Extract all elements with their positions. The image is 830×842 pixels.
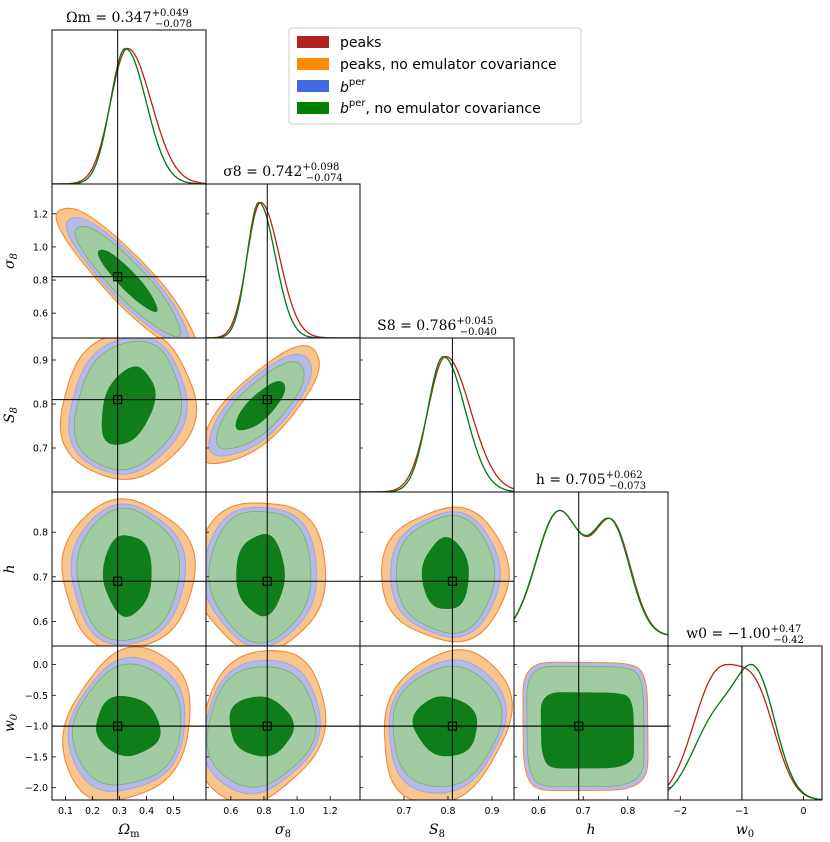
truth-marker-Om-s8 <box>113 272 123 282</box>
xtick-label-s8-1: 0.8 <box>256 806 271 817</box>
xtick-label-Om-4: 0.5 <box>166 806 181 817</box>
yaxis-label-w0: w0 <box>2 713 20 732</box>
diag-title-s8: σ8 = 0.742+0.098 −0.074 <box>223 162 343 184</box>
legend-swatch-bper-nocov <box>297 102 329 114</box>
ytick-label-S8-1: 0.8 <box>33 400 48 411</box>
truth-marker-S8-h <box>447 576 457 586</box>
ytick-label-w0-3: −0.5 <box>25 691 48 702</box>
contour-68-green-h-w0 <box>540 692 634 769</box>
diag-title-w0: w0 = −1.00+0.47 −0.42 <box>686 624 804 646</box>
contour-68-green-s8-S8 <box>235 381 286 431</box>
xtick-label-Om-2: 0.3 <box>112 806 127 817</box>
xaxis-label-w0: w0 <box>736 822 754 840</box>
diag-title-Om: Ωm = 0.347+0.049 −0.078 <box>66 8 192 30</box>
contours-Om-h <box>61 498 196 646</box>
contours-s8-h <box>206 502 327 646</box>
contours-Om-s8 <box>55 207 196 338</box>
ytick-label-h-1: 0.7 <box>33 572 48 583</box>
ytick-label-h-0: 0.6 <box>33 617 48 628</box>
marginal-w0-series-3 <box>667 663 823 801</box>
xtick-label-s8-3: 1.2 <box>323 806 338 817</box>
truth-marker-Om-S8 <box>113 395 123 405</box>
diag-bg-s8 <box>206 184 360 338</box>
contour-68-green-S8-h <box>421 537 469 609</box>
diag-bg-w0 <box>668 646 822 800</box>
xaxis-label-Om: Ωm <box>117 822 140 840</box>
xtick-label-S8-2: 0.9 <box>484 806 499 817</box>
truth-marker-s8-h <box>262 576 272 586</box>
legend: peaks peaks, no emulator covariance bper… <box>288 27 582 125</box>
xtick-label-Om-3: 0.4 <box>139 806 154 817</box>
xtick-label-h-1: 0.7 <box>576 806 591 817</box>
panel-frame-h-w0 <box>513 645 669 801</box>
ytick-label-w0-4: 0.0 <box>33 660 48 671</box>
xtick-label-S8-0: 0.7 <box>396 806 411 817</box>
legend-label-peaks: peaks <box>340 35 381 51</box>
contour-68-green-Om-h <box>102 535 152 617</box>
legend-swatch-peaks <box>297 36 329 48</box>
ytick-label-w0-0: −2.0 <box>25 783 48 794</box>
ytick-label-s8-2: 1.0 <box>33 242 48 253</box>
xtick-label-Om-1: 0.2 <box>85 806 100 817</box>
marginal-Om-series-0 <box>52 47 206 185</box>
labels-layer: Ωm = 0.347+0.049 −0.078 σ8 = 0.742+0.098 −0… <box>2 8 807 840</box>
marginal-h-series-3 <box>513 509 669 636</box>
legend-label-bper: bper <box>340 77 366 96</box>
xtick-label-s8-0: 0.6 <box>223 806 238 817</box>
panels-layer <box>51 29 823 801</box>
contours-s8-S8 <box>206 345 320 465</box>
contour-68-green-Om-S8 <box>101 366 156 445</box>
xtick-label-w0-2: 0 <box>800 806 806 817</box>
truth-marker-s8-S8 <box>262 395 272 405</box>
xtick-label-w0-1: −1 <box>735 806 749 817</box>
ytick-label-S8-0: 0.7 <box>33 444 48 455</box>
contour-68-green-Om-s8 <box>97 249 158 312</box>
ytick-label-w0-2: −1.0 <box>25 722 48 733</box>
legend-swatch-bper <box>297 80 329 92</box>
legend-label-bper-nocov: bper, no emulator covariance <box>340 98 541 117</box>
diag-bg-Om <box>52 30 206 184</box>
xaxis-label-s8: σ8 <box>275 822 291 840</box>
xaxis-label-h: h <box>586 822 595 838</box>
diag-title-S8: S8 = 0.786+0.045 −0.040 <box>377 316 497 338</box>
contours-S8-h <box>381 506 510 643</box>
legend-frame <box>288 27 582 125</box>
ytick-label-s8-0: 0.6 <box>33 309 48 320</box>
xtick-label-Om-0: 0.1 <box>58 806 73 817</box>
xtick-label-h-2: 0.8 <box>620 806 635 817</box>
xtick-label-w0-0: −2 <box>673 806 687 817</box>
ytick-label-S8-2: 0.9 <box>33 356 48 367</box>
xtick-label-s8-2: 1.0 <box>290 806 305 817</box>
ytick-label-s8-3: 1.2 <box>33 209 48 220</box>
marginal-Om-series-3 <box>52 47 206 185</box>
contour-68-green-s8-h <box>236 533 285 617</box>
ytick-label-w0-1: −1.5 <box>25 752 48 763</box>
legend-swatch-peaks-nocov <box>297 58 329 70</box>
yaxis-label-S8: S8 <box>2 407 20 423</box>
truth-marker-Om-h <box>113 576 123 586</box>
yaxis-label-s8: σ8 <box>2 253 20 269</box>
yaxis-label-h: h <box>2 564 18 573</box>
legend-label-peaks-nocov: peaks, no emulator covariance <box>340 57 557 73</box>
xtick-label-S8-1: 0.8 <box>440 806 455 817</box>
ytick-label-s8-1: 0.8 <box>33 276 48 287</box>
diag-bg-S8 <box>360 338 514 492</box>
xaxis-label-S8: S8 <box>429 822 445 840</box>
xtick-label-h-0: 0.6 <box>531 806 546 817</box>
diag-bg-h <box>514 492 668 646</box>
contours-Om-S8 <box>59 338 198 481</box>
diag-title-h: h = 0.705+0.062 −0.073 <box>536 470 646 492</box>
ytick-label-h-2: 0.8 <box>33 528 48 539</box>
